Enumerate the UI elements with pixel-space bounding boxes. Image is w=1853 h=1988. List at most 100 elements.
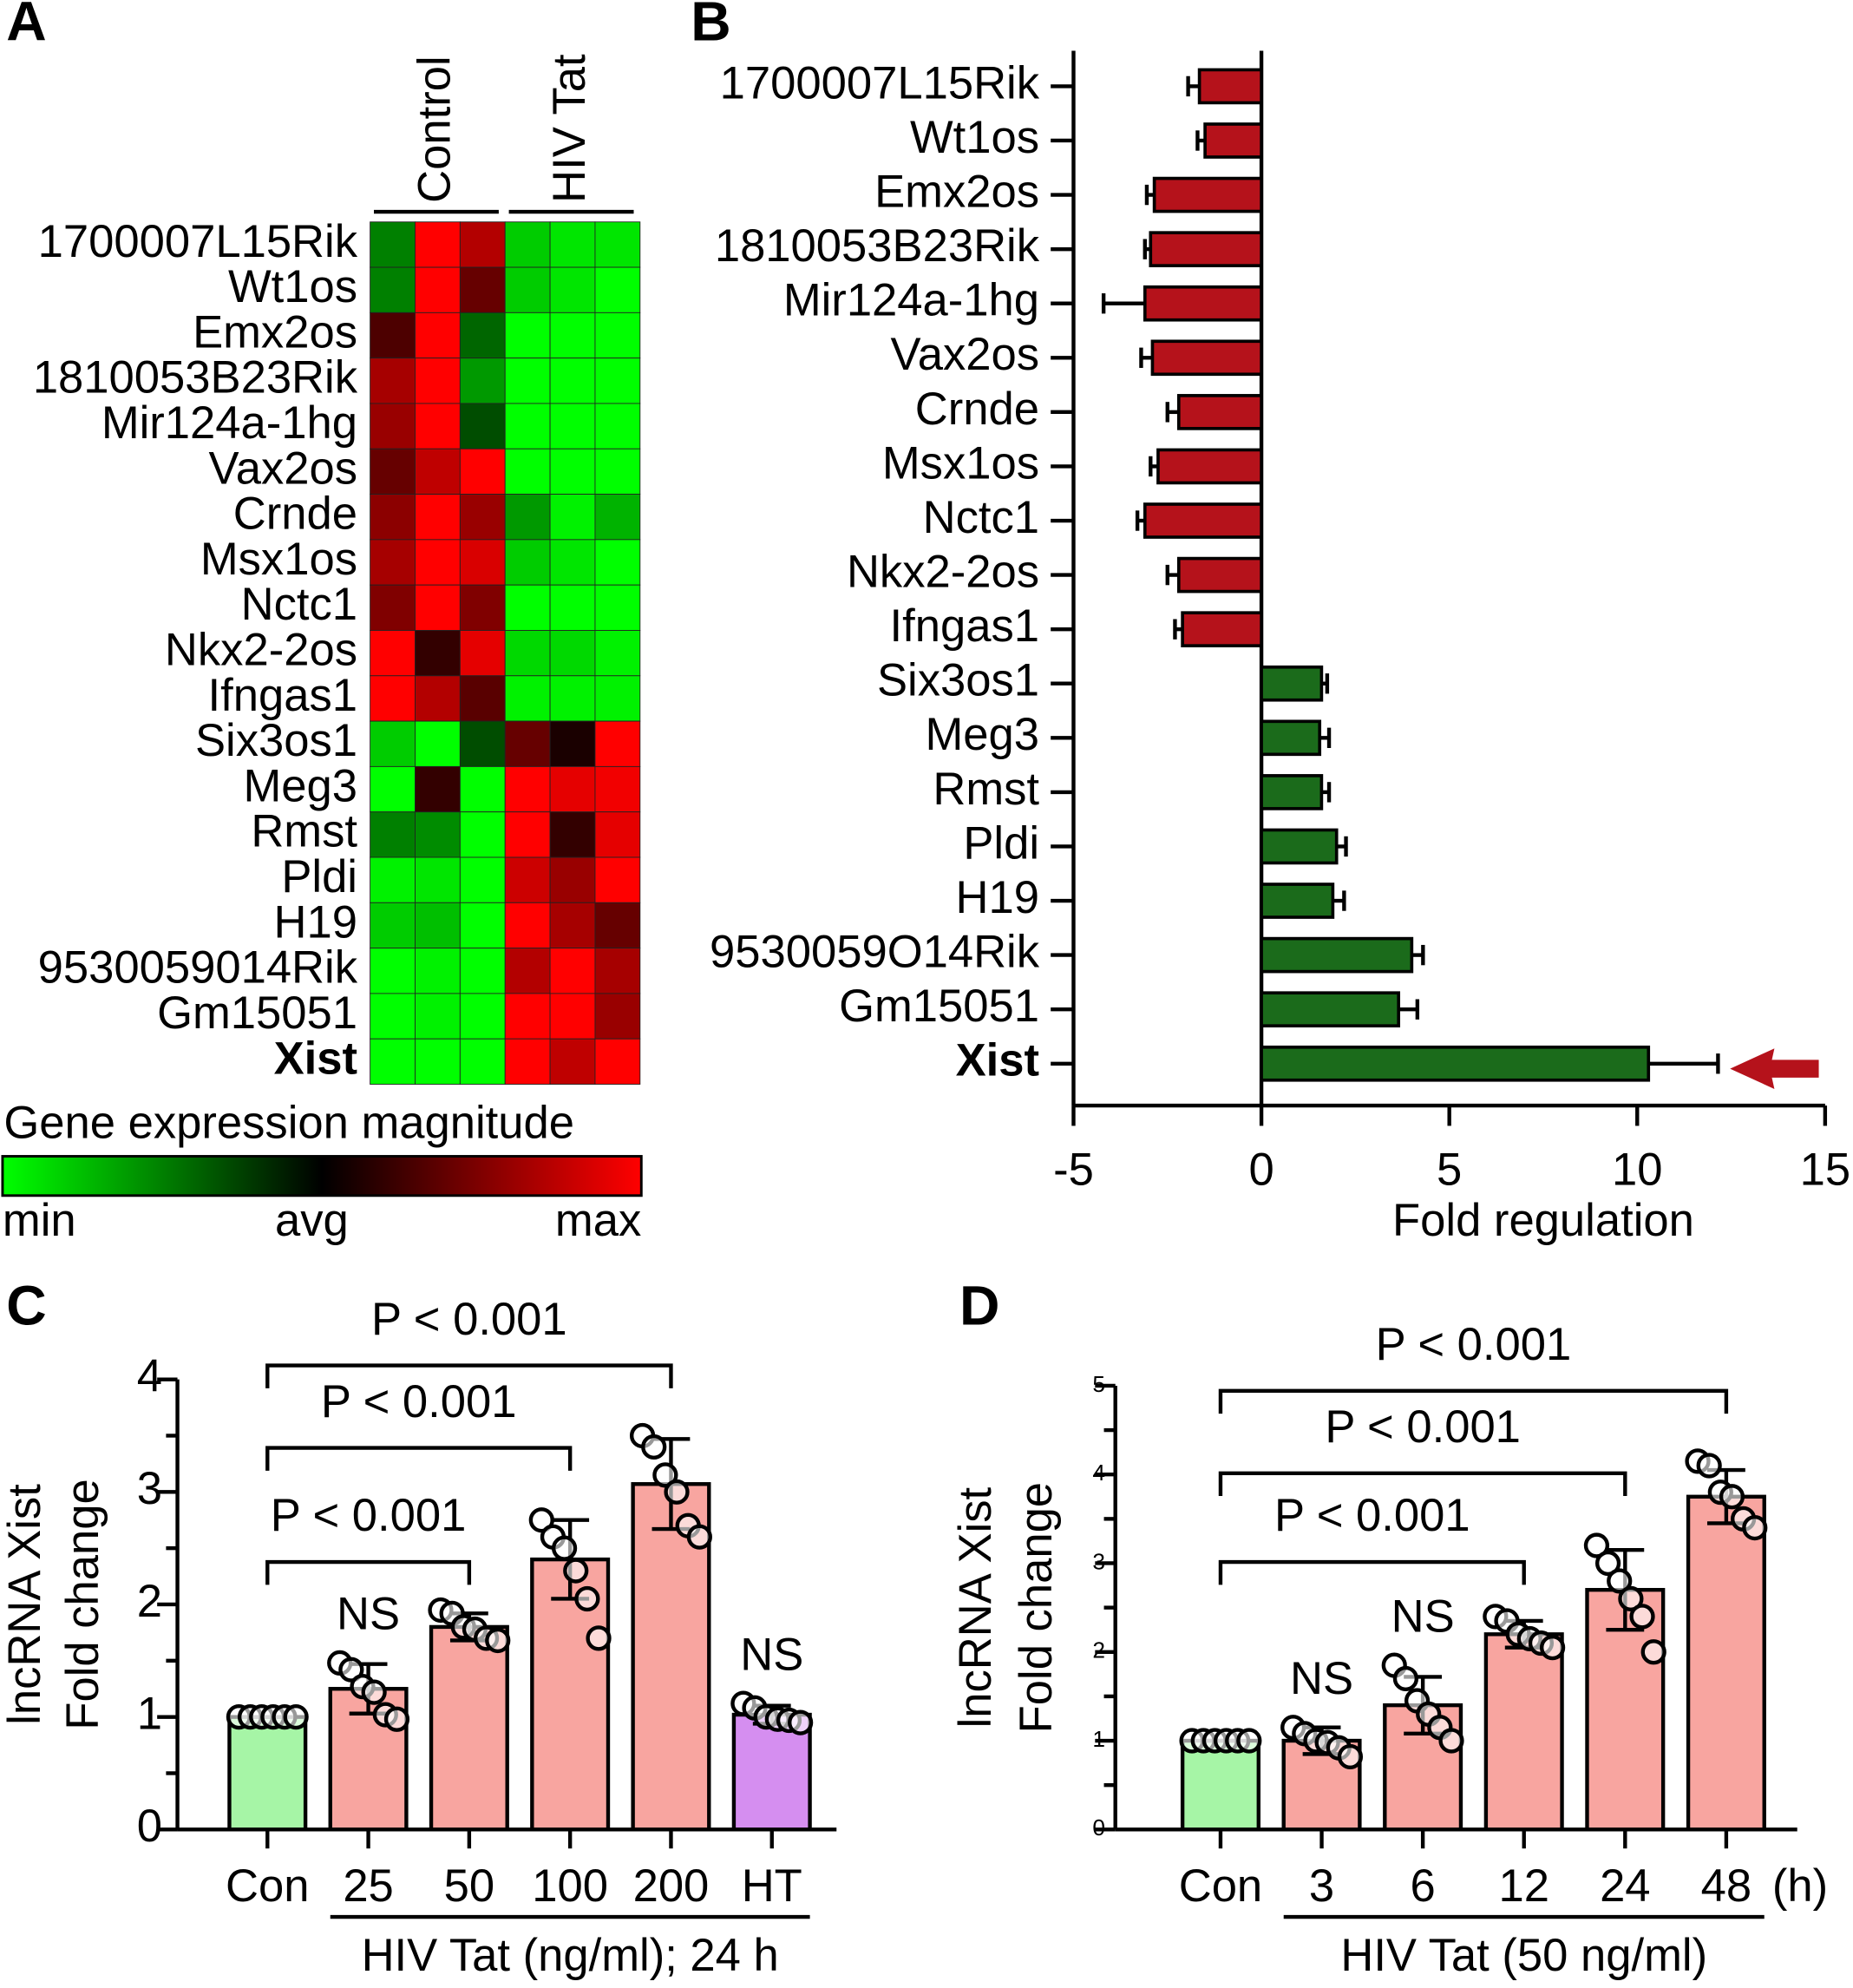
significance-bracket	[1218, 1388, 1729, 1414]
heatmap-cell	[415, 902, 461, 949]
panel-letter: A	[6, 0, 46, 52]
row-label: H19	[274, 896, 357, 948]
heatmap-cell	[370, 902, 416, 949]
heatmap-cell	[415, 266, 461, 313]
heatmap-cell	[594, 630, 641, 677]
significance-bracket	[265, 1559, 472, 1585]
y-axis-label: lncRNA Xist	[0, 1484, 50, 1725]
heatmap-cell	[459, 630, 506, 677]
heatmap-cell	[370, 312, 416, 359]
bar	[1152, 176, 1263, 213]
heatmap-cell	[370, 539, 416, 586]
data-point	[788, 1709, 814, 1735]
heatmap-cell	[415, 358, 461, 404]
heatmap-cell	[459, 539, 506, 586]
heatmap-cell	[549, 539, 596, 586]
data-point	[551, 1535, 578, 1561]
heatmap-cell	[370, 993, 416, 1040]
data-point	[338, 1657, 364, 1683]
significance-label: P < 0.001	[1274, 1490, 1470, 1541]
heatmap-cell	[459, 720, 506, 767]
significance-label: P < 0.001	[271, 1490, 467, 1541]
bar	[1260, 936, 1414, 974]
heatmap-cell	[415, 1038, 461, 1085]
heatmap-cell	[459, 811, 506, 858]
heatmap-cell	[594, 720, 641, 767]
heatmap-cell	[504, 221, 551, 268]
row-label: Emx2os	[193, 306, 357, 358]
bar	[1156, 448, 1263, 485]
heatmap-cell	[415, 675, 461, 722]
heatmap-cell	[594, 312, 641, 359]
significance-label: NS	[1391, 1591, 1455, 1642]
heatmap-cell	[594, 266, 641, 313]
bar	[1260, 882, 1335, 919]
y-tick-label: 1	[1092, 1726, 1105, 1752]
x-tick-label: 3	[1309, 1860, 1334, 1912]
heatmap-cell	[370, 584, 416, 631]
significance-bracket	[265, 1446, 573, 1471]
heatmap-cell	[504, 448, 551, 495]
x-tick-label: Con	[226, 1860, 309, 1912]
x-tick-label: -5	[1053, 1144, 1094, 1195]
y-tick-label: Ifngas1	[890, 600, 1039, 652]
bar	[1176, 394, 1263, 430]
bar	[1143, 285, 1263, 322]
heatmap-cell	[504, 811, 551, 858]
y-tick-label: Mir124a-1hg	[783, 275, 1039, 326]
row-label: Crnde	[233, 489, 357, 540]
colorbar-title: Gene expression magnitude	[3, 1097, 574, 1148]
y-axis-label: Fold change	[57, 1479, 108, 1729]
heatmap-cell	[370, 856, 416, 903]
row-label: 9530059014Rik	[38, 942, 358, 994]
x-tick-label: 100	[532, 1860, 608, 1912]
y-tick-label: Pldi	[963, 817, 1039, 869]
y-tick-label: Nctc1	[923, 492, 1039, 543]
y-tick-label: 3	[137, 1463, 162, 1514]
heatmap-cell	[594, 993, 641, 1040]
x-tick-label: 25	[343, 1860, 393, 1912]
heatmap-cell	[594, 403, 641, 449]
unit-label: (h)	[1772, 1860, 1828, 1912]
y-tick-label: 0	[1092, 1814, 1105, 1840]
bar	[429, 1624, 509, 1832]
heatmap-cell	[370, 266, 416, 313]
heatmap-cell	[504, 675, 551, 722]
row-label: 1700007L15Rik	[38, 216, 358, 267]
data-point	[1392, 1665, 1419, 1692]
y-tick-label: 4	[1092, 1460, 1105, 1486]
bar	[1260, 991, 1401, 1028]
data-point	[1583, 1532, 1610, 1558]
x-tick-label: 10	[1612, 1144, 1662, 1195]
row-label: 1810053B23Rik	[33, 352, 358, 404]
y-tick-label: 1700007L15Rik	[720, 57, 1040, 108]
colorbar-label: max	[555, 1195, 641, 1246]
row-label: Xist	[274, 1033, 357, 1084]
bar	[1483, 1632, 1564, 1832]
heatmap-cell	[370, 403, 416, 449]
bar	[1260, 719, 1322, 757]
heatmap-cell	[415, 539, 461, 586]
x-tick-label: 200	[633, 1860, 710, 1912]
bar	[1180, 1738, 1260, 1832]
x-tick-label: HT	[742, 1860, 802, 1912]
bar	[1143, 502, 1263, 539]
arrow	[1730, 1048, 1819, 1089]
heatmap-cell	[504, 902, 551, 949]
data-point	[528, 1507, 554, 1533]
heatmap-cell	[594, 856, 641, 903]
heatmap-cell	[415, 856, 461, 903]
heatmap-cell	[459, 403, 506, 449]
y-tick-label: 3	[1092, 1548, 1105, 1574]
significance-label: P < 0.001	[321, 1376, 517, 1427]
column-group-label: HIV Tat	[544, 54, 595, 203]
heatmap-cell	[415, 765, 461, 813]
row-label: Six3os1	[195, 715, 357, 766]
y-tick-label: H19	[956, 872, 1039, 923]
heatmap-cell	[504, 312, 551, 359]
heatmap-cell	[370, 720, 416, 767]
data-point	[1640, 1639, 1666, 1665]
heatmap-cell	[549, 675, 596, 722]
data-point	[1607, 1568, 1633, 1594]
y-tick-label: Nkx2-2os	[847, 546, 1039, 597]
